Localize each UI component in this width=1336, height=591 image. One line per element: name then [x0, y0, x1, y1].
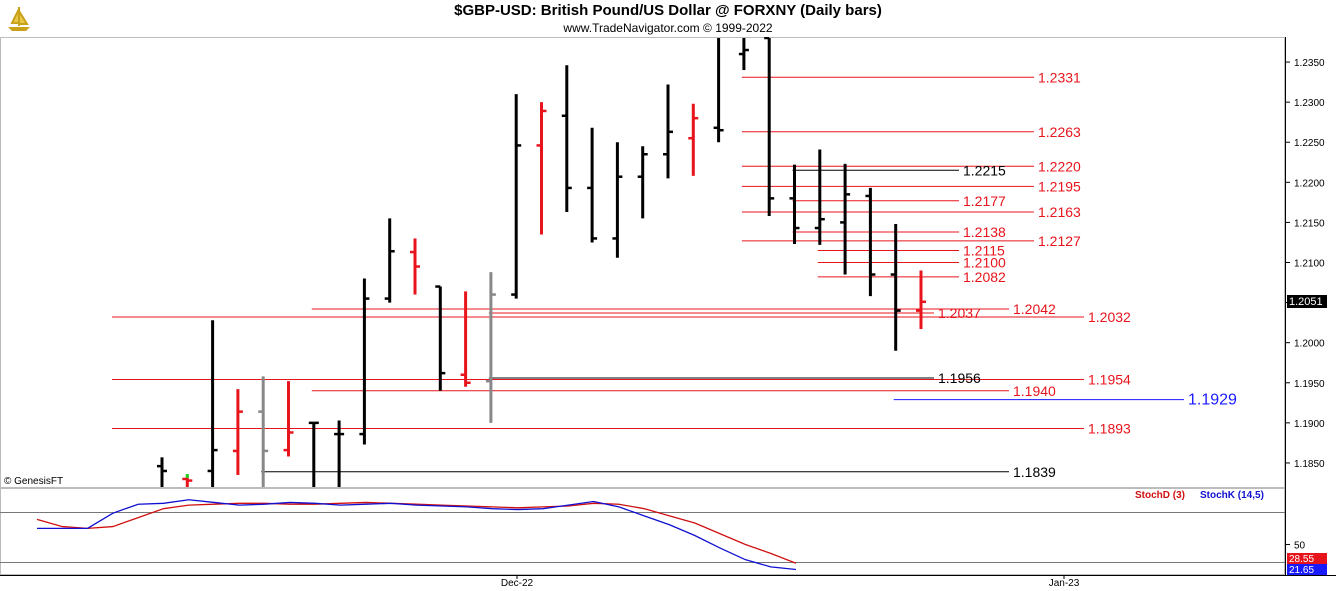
ohlc-bar	[612, 142, 623, 258]
chart-subtitle: www.TradeNavigator.com © 1999-2022	[563, 21, 773, 35]
ohlc-bar	[814, 149, 825, 245]
price-level-labels: 1.2331 1.2263 1.2220 1.2215 1.2195 1.2177 1.21…	[938, 69, 1237, 479]
price-tick-label: 1.2350	[1294, 58, 1325, 69]
level-label-1.2100: 1.2100	[963, 255, 1006, 271]
chart-title: $GBP-USD: British Pound/US Dollar @ FORX…	[454, 2, 882, 19]
price-tick-label: 1.2100	[1294, 259, 1325, 270]
ohlc-bar	[359, 278, 370, 445]
level-label-1.2195: 1.2195	[1038, 178, 1081, 194]
ohlc-bar	[890, 224, 901, 351]
ohlc-bar	[789, 164, 800, 245]
stoch-series-d	[36, 501, 797, 564]
date-label: Jan-23	[1049, 578, 1080, 589]
ohlc-bar	[916, 270, 926, 330]
ohlc-bar	[536, 102, 547, 235]
level-label-1.1954: 1.1954	[1088, 372, 1131, 388]
ohlc-bar	[561, 65, 572, 212]
ohlc-bar	[485, 272, 496, 423]
ohlc-bar	[587, 127, 598, 243]
level-label-1.2177: 1.2177	[963, 193, 1006, 209]
level-label-1.1940: 1.1940	[1013, 383, 1056, 399]
price-tick-label: 1.2300	[1294, 98, 1325, 109]
watermark: © GenesisFT	[4, 476, 63, 487]
price-panel-frame	[0, 37, 1285, 488]
level-label-1.2037: 1.2037	[938, 305, 981, 321]
ohlc-bar	[384, 218, 395, 303]
level-label-1.2331: 1.2331	[1038, 69, 1081, 85]
ohlc-bar	[865, 187, 876, 297]
ohlc-bar	[460, 291, 471, 387]
price-level-lines	[112, 76, 1184, 473]
price-tick-label: 1.2250	[1294, 138, 1325, 149]
stochd-legend: StochD (3)	[1135, 490, 1185, 501]
price-tick-label: 1.1900	[1294, 419, 1325, 430]
ohlc-bar	[840, 163, 851, 275]
ohlc-bar	[764, 36, 775, 216]
level-label-1.2115: 1.2115	[963, 242, 1005, 258]
stochk-legend: StochK (14,5)	[1200, 490, 1264, 501]
ohlc-bar	[334, 420, 345, 487]
price-tick-label: 1.2200	[1294, 178, 1325, 189]
ohlc-bar	[283, 381, 294, 457]
level-label-1.1839: 1.1839	[1013, 464, 1056, 480]
last-price-tag-bg	[1287, 295, 1327, 308]
osc-tick-label: 50	[1294, 540, 1306, 551]
level-label-1.2263: 1.2263	[1038, 124, 1081, 140]
stochk-last-value: 21.65	[1289, 565, 1314, 576]
ohlc-bar	[207, 320, 218, 487]
level-label-1.2215: 1.2215	[963, 162, 1006, 178]
level-label-1.1929: 1.1929	[1188, 392, 1237, 409]
ohlc-bar	[663, 84, 673, 179]
ohlc-bar	[308, 421, 319, 487]
ohlc-bar	[511, 94, 522, 299]
oscillator-panel-frame	[0, 488, 1285, 575]
date-axis-labels: Dec-22 Jan-23	[501, 575, 1080, 589]
level-label-1.2032: 1.2032	[1088, 309, 1131, 325]
date-label: Dec-22	[501, 578, 534, 589]
level-label-1.2220: 1.2220	[1038, 158, 1081, 174]
oscillator-y-ticks: 50	[1285, 540, 1306, 551]
level-label-1.1893: 1.1893	[1088, 420, 1131, 436]
ohlc-bar	[182, 476, 193, 487]
stochastic-lines	[36, 499, 797, 571]
ohlc-bar	[738, 38, 749, 71]
ohlc-bar	[258, 376, 269, 487]
ohlc-bar	[232, 389, 243, 475]
stoch-series-k	[37, 499, 797, 571]
ohlc-bar	[410, 238, 420, 295]
ohlc-bar	[157, 457, 167, 487]
price-tick-label: 1.1950	[1294, 379, 1325, 390]
level-label-1.2163: 1.2163	[1038, 204, 1081, 220]
level-label-1.2042: 1.2042	[1013, 301, 1056, 317]
ohlc-bar	[688, 103, 699, 176]
level-label-1.1956: 1.1956	[938, 370, 981, 386]
stochk-last-tag-bg	[1287, 564, 1327, 575]
price-axis-area	[1285, 37, 1336, 488]
stochd-last-tag-bg	[1287, 553, 1327, 564]
ohlc-bar	[637, 146, 648, 219]
ohlc-bar	[713, 38, 724, 143]
price-tick-label: 1.2150	[1294, 218, 1325, 229]
chart-header: $GBP-USD: British Pound/US Dollar @ FORX…	[0, 0, 1336, 37]
stochd-last-value: 28.55	[1289, 554, 1314, 565]
level-label-1.2127: 1.2127	[1038, 233, 1081, 249]
last-price-tag: 1.2051	[1289, 296, 1323, 308]
price-tick-label: 1.1850	[1294, 459, 1325, 470]
price-bars	[157, 36, 926, 487]
ship-logo-icon	[8, 7, 30, 31]
price-tick-label: 1.2000	[1294, 339, 1325, 350]
ohlc-bar	[435, 285, 446, 391]
level-label-1.2138: 1.2138	[963, 224, 1006, 240]
level-label-1.2082: 1.2082	[963, 269, 1006, 285]
